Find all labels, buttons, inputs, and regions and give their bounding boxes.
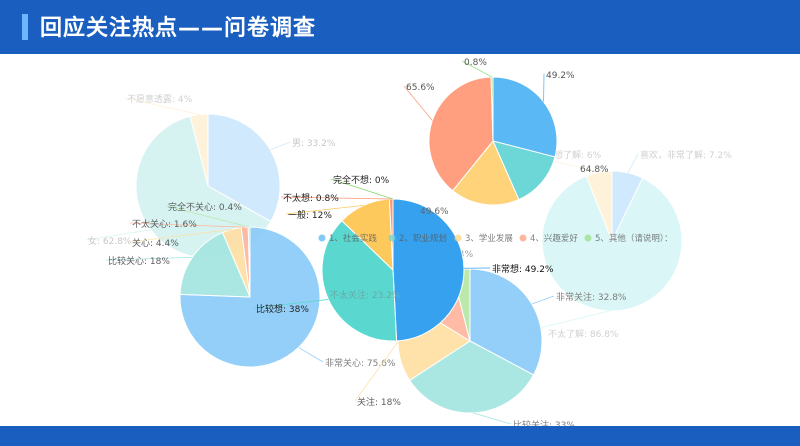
legend-dot-5 <box>584 234 592 242</box>
center-leader-1 <box>253 299 329 309</box>
left-bottom-leader-4 <box>165 205 250 228</box>
legend-label-2: 2、职业规划 <box>399 233 447 244</box>
left-faded-label-1: 女: 62.8% <box>88 235 132 247</box>
left-faded-label-0: 男: 33.2% <box>292 138 336 149</box>
left-faded-leader-1 <box>85 229 151 241</box>
left-faded-leader-2 <box>124 97 200 115</box>
legend-dot-2 <box>388 234 396 242</box>
left-bottom-slice-1 <box>179 231 251 298</box>
header: 回应关注热点——问卷调查 <box>0 0 800 54</box>
center-slice-0 <box>392 198 465 342</box>
legend-item-1: 1、社会实践 <box>318 233 377 244</box>
legend-label-3: 3、学业发展 <box>465 233 513 244</box>
legend-item-3: 3、学业发展 <box>454 233 513 244</box>
left-bottom-label-3: 不太关心: 1.6% <box>132 218 197 230</box>
right-bottom-leader-2 <box>354 341 399 402</box>
pie-left-bottom: 非常关心: 75.6% 比较关心: 18% 关心: 4.4% 不太关心: 1.6% 完全… <box>105 201 396 369</box>
pie-top: 49.2% 65.6% 0.8% <box>403 58 575 206</box>
title-accent-bar <box>22 14 28 40</box>
right-bottom-label-0: 非常关注: 32.8% <box>556 291 627 303</box>
left-bottom-label-1: 比较关心: 18% <box>108 255 170 267</box>
left-faded-slice-0 <box>207 113 281 223</box>
left-bottom-leader-2 <box>129 229 232 243</box>
left-faded-leader-0 <box>270 141 291 151</box>
extra-label-0: 不太关注: 23.2% <box>330 289 401 301</box>
chart-stage: 男: 33.2% 女: 62.8% 不愿意透露: 4% 喜欢，非常了解: 7.2% 一般… <box>0 54 800 431</box>
legend-item-4: 4、兴趣爱好 <box>519 233 578 244</box>
legend-label-1: 1、社会实践 <box>329 233 377 244</box>
legend-dot-3 <box>454 234 462 242</box>
right-bottom-leader-1 <box>473 412 512 425</box>
footer-bar <box>0 426 800 446</box>
right-bottom-slice-0 <box>469 268 543 376</box>
right-faded-slice-1 <box>541 175 683 312</box>
center-slice-1 <box>321 220 398 342</box>
left-bottom-label-4: 完全不关心: 0.4% <box>168 201 242 213</box>
legend-dot-4 <box>519 234 527 242</box>
center-leader-4 <box>330 178 394 200</box>
legend-dot-1 <box>318 234 326 242</box>
right-bottom-slice-1 <box>409 340 535 414</box>
left-faded-label-2: 不愿意透露: 4% <box>127 93 193 105</box>
right-faded-label-0: 喜欢，非常了解: 7.2% <box>640 149 732 161</box>
right-bottom-label-2: 关注: 18% <box>357 396 401 408</box>
center-label-4: 完全不想: 0% <box>333 174 390 186</box>
center-label-3: 不太想: 0.8% <box>283 192 339 204</box>
center-label-2: 一般: 12% <box>288 209 332 221</box>
right-bottom-label-1: 比较关注: 33% <box>513 419 575 426</box>
top-label-3: 65.6% <box>406 83 435 93</box>
top-label-4: 0.8% <box>464 58 487 68</box>
left-bottom-leader-0 <box>298 347 324 363</box>
top-leader-3 <box>403 85 433 121</box>
legend-item-2: 2、职业规划 <box>388 233 447 244</box>
left-bottom-leader-3 <box>129 222 245 228</box>
top-leader-4 <box>461 60 493 78</box>
center-leader-3 <box>280 196 392 200</box>
legend-label-5: 5、其他（请说明）： <box>595 233 673 244</box>
pie-center: 非常想: 49.2% 比较想: 38% 一般: 12% 不太想: 0.8% 完全不想: … <box>253 174 554 342</box>
top-slice-2 <box>451 140 520 206</box>
pie-charts: 男: 33.2% 女: 62.8% 不愿意透露: 4% 喜欢，非常了解: 7.2% 一般… <box>85 58 732 431</box>
left-bottom-label-2: 关心: 4.4% <box>132 237 179 249</box>
right-faded-label-1: 一般，不太了解: 86.8% <box>521 328 619 340</box>
left-bottom-label-0: 非常关心: 75.6% <box>325 357 396 369</box>
extra-label-1: 49.6% <box>420 207 449 217</box>
pie-left-faded: 男: 33.2% 女: 62.8% 不愿意透露: 4% <box>85 93 336 259</box>
pie-right-faded: 喜欢，非常了解: 7.2%一般，不太了解: 86.8%完全不想了解: 6% <box>518 149 732 340</box>
top-slice-1 <box>492 140 556 201</box>
center-leader-2 <box>285 204 364 215</box>
legend-item-5: 5、其他（请说明）： <box>584 233 673 244</box>
top-label-0: 49.2% <box>546 71 575 81</box>
legend-label-4: 4、兴趣爱好 <box>530 233 578 244</box>
page-title: 回应关注热点——问卷调查 <box>40 16 317 41</box>
right-bottom-leader-0 <box>531 295 555 305</box>
left-bottom-leader-1 <box>105 256 193 261</box>
extra-label-2: 64.8% <box>580 165 609 175</box>
right-faded-leader-0 <box>627 153 639 173</box>
center-label-0: 非常想: 49.2% <box>492 263 554 275</box>
center-label-1: 比较想: 38% <box>256 303 309 315</box>
